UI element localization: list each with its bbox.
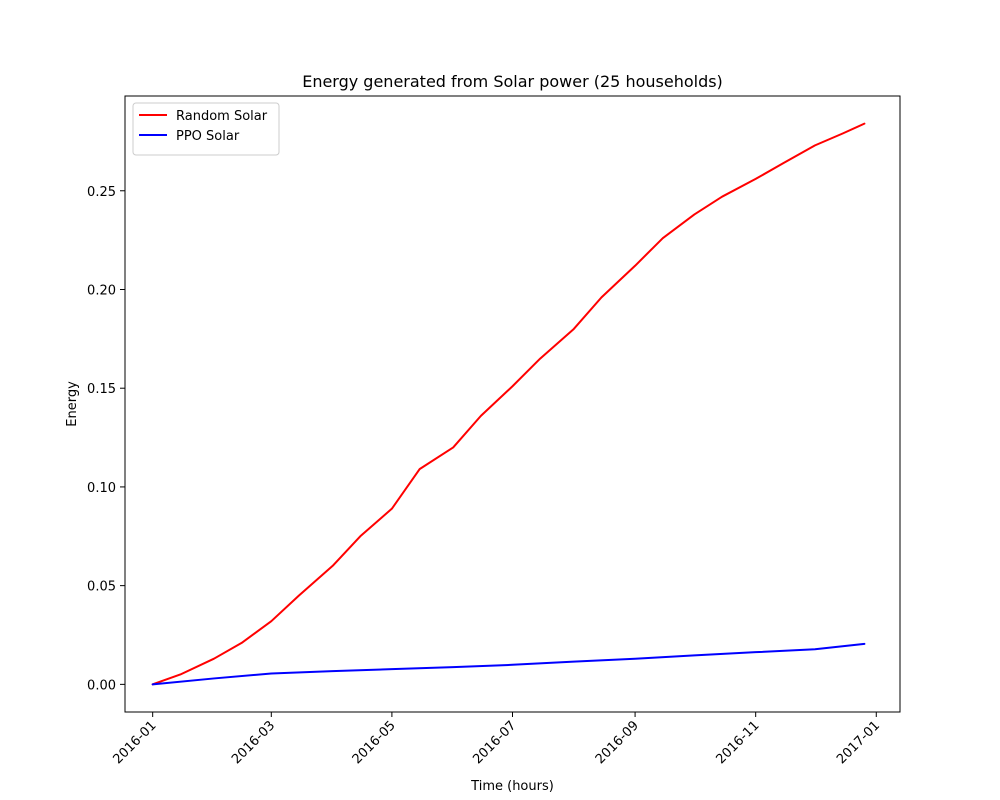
legend: Random Solar PPO Solar (132, 102, 280, 156)
legend-label-ppo-solar: PPO Solar (176, 129, 240, 144)
y-tick-label: 0.05 (87, 580, 116, 595)
y-tick-label: 0.00 (87, 678, 116, 693)
series-layer (151, 122, 866, 686)
series-line-ppo-solar (151, 642, 866, 686)
y-tick-label: 0.10 (87, 481, 116, 496)
y-axis: 0.00 0.05 0.10 0.15 0.20 0.25 (87, 185, 125, 693)
y-tick-label: 0.20 (87, 283, 116, 298)
x-axis-label: Time (hours) (470, 779, 554, 794)
y-axis-label: Energy (65, 381, 80, 427)
legend-box (132, 102, 280, 156)
y-tick-label: 0.25 (87, 185, 116, 200)
series-line-random-solar (151, 122, 866, 686)
legend-label-random-solar: Random Solar (176, 109, 268, 124)
chart-title: Energy generated from Solar power (25 ho… (302, 72, 723, 91)
y-tick-label: 0.15 (87, 382, 116, 397)
